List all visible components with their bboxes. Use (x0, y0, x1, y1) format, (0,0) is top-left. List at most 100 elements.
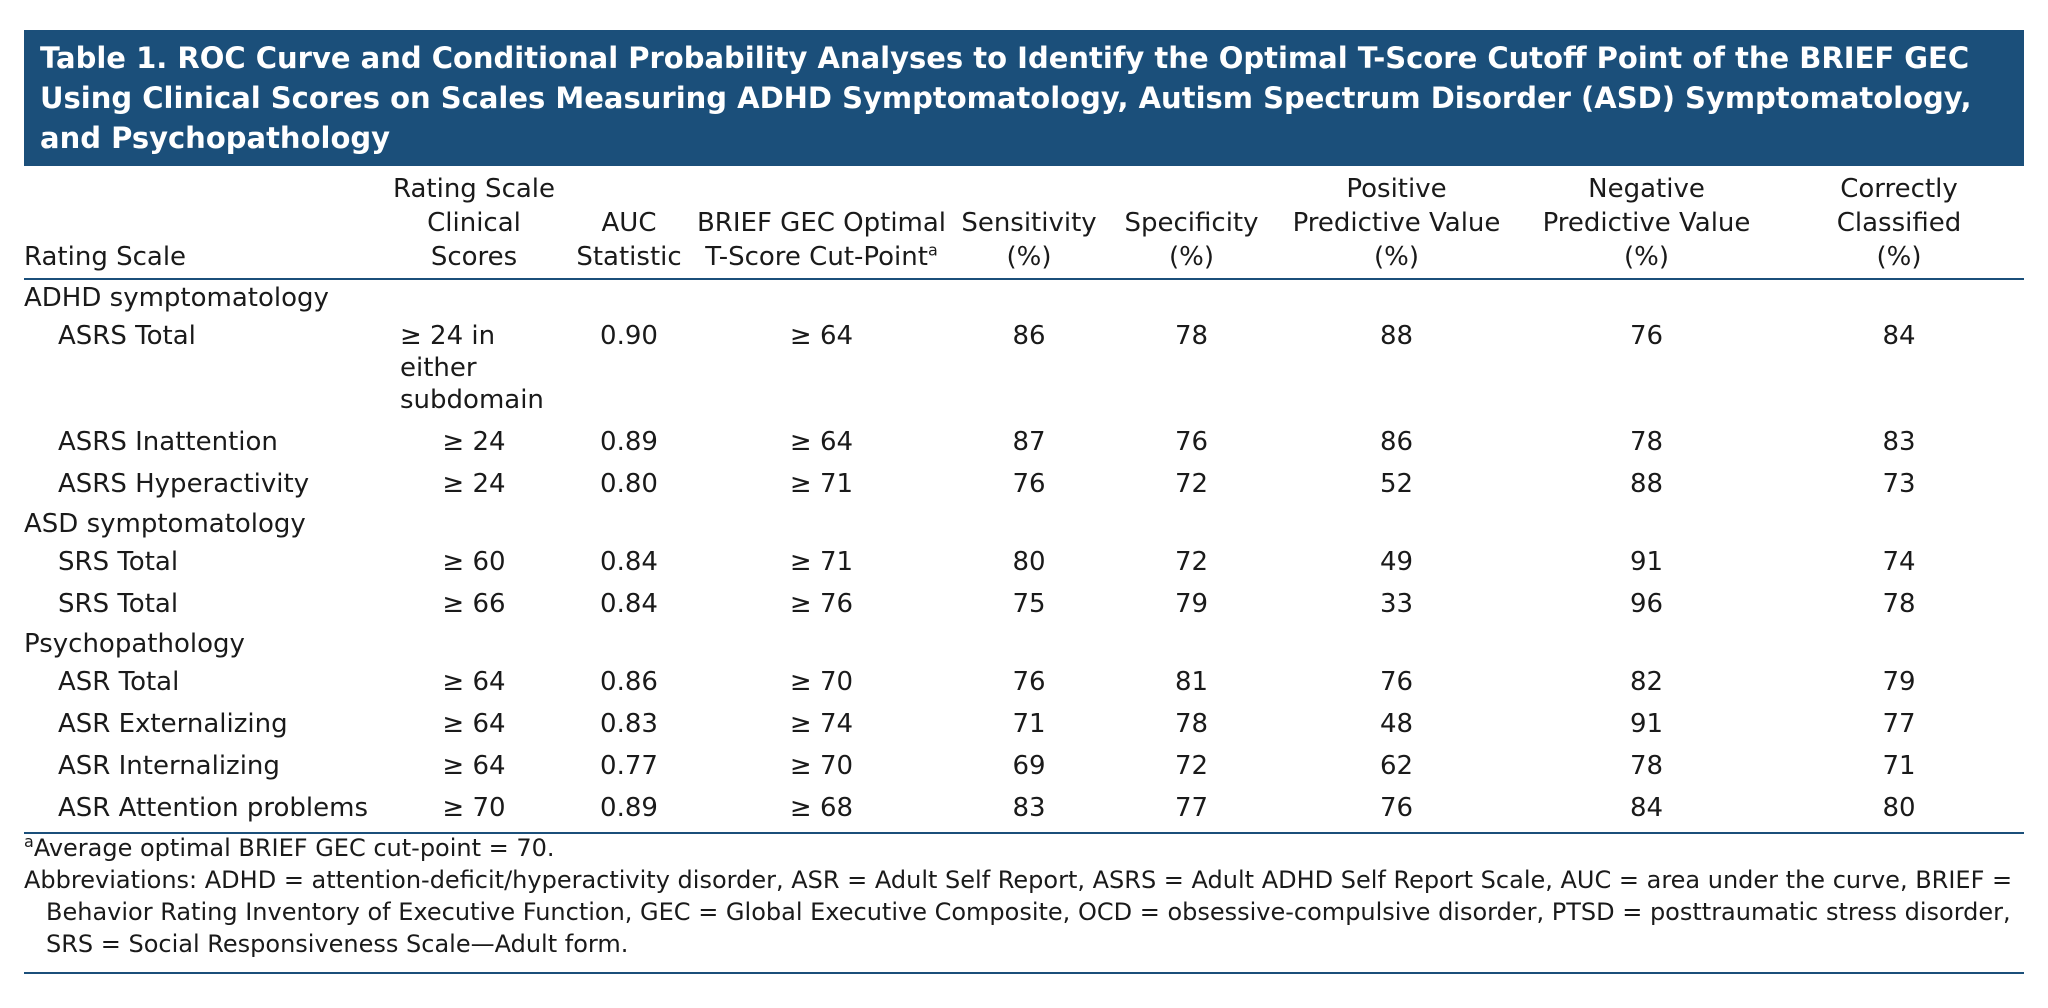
cell-ppv: 76 (1379, 667, 1414, 697)
cell-correct: 84 (1882, 321, 1916, 351)
cell-auc: 0.89 (564, 788, 694, 834)
cell-clinical: ≥ 64 (442, 667, 506, 697)
table-row: ASRS Inattention ≥ 24 0.89 ≥ 64 87 76 86… (24, 422, 2024, 464)
cell-sens: 83 (949, 788, 1109, 834)
header-cut-point-line1: BRIEF GEC Optimal (696, 208, 947, 238)
cell-correct: 73 (1882, 469, 1916, 499)
cell-npv: 82 (1629, 667, 1664, 697)
header-cut-point-line2: T-Score Cut-Point (705, 242, 928, 272)
cell-spec: 78 (1174, 709, 1209, 739)
cell-correct: 79 (1882, 667, 1916, 697)
cell-sens: 76 (1012, 469, 1046, 499)
header-npv: Negative Predictive Value (%) (1519, 166, 1774, 280)
cell-clinical: ≥ 24 (442, 469, 506, 499)
header-auc: AUC Statistic (564, 166, 694, 280)
section-row: ADHD symptomatology (24, 279, 2024, 316)
cell-spec: 72 (1174, 469, 1209, 499)
header-correct-line1: Correctly (1840, 174, 1958, 204)
cell-scale: ASR Attention problems (24, 788, 384, 834)
cell-ppv: 52 (1379, 469, 1414, 499)
abbreviations-note: Abbreviations: ADHD = attention-deficit/… (24, 866, 2013, 958)
header-ppv-line3: (%) (1374, 242, 1419, 272)
cell-cut: ≥ 74 (789, 709, 854, 739)
section-label: ADHD symptomatology (24, 283, 329, 313)
cell-cut: ≥ 71 (789, 469, 854, 499)
cell-npv: 91 (1629, 709, 1664, 739)
cell-spec: 72 (1174, 751, 1209, 781)
cell-sens: 69 (1012, 751, 1046, 781)
table-row: ASRS Hyperactivity ≥ 24 0.80 ≥ 71 76 72 … (24, 464, 2024, 506)
cell-auc: 0.83 (600, 709, 658, 739)
cell-clinical: ≥ 24 in either subdomain (400, 321, 544, 415)
cell-clinical: ≥ 60 (442, 547, 506, 577)
cell-correct: 71 (1882, 751, 1916, 781)
cell-scale: SRS Total (58, 589, 179, 619)
cell-ppv: 62 (1379, 751, 1414, 781)
cell-ppv: 48 (1379, 709, 1414, 739)
cell-auc: 0.84 (600, 589, 658, 619)
cell-auc: 0.90 (600, 321, 658, 351)
header-clinical-scores-line2: Clinical Scores (427, 208, 521, 272)
cell-scale: ASRS Inattention (58, 427, 278, 457)
header-auc-line1: AUC (601, 208, 657, 238)
section-row: Psychopathology (24, 626, 2024, 662)
table-row: SRS Total ≥ 60 0.84 ≥ 71 80 72 49 91 74 (24, 542, 2024, 584)
cell-sens: 75 (1012, 589, 1046, 619)
header-npv-line3: (%) (1624, 242, 1669, 272)
header-auc-line2: Statistic (576, 242, 682, 272)
section-label: Psychopathology (24, 629, 245, 659)
header-ppv: Positive Predictive Value (%) (1274, 166, 1519, 280)
header-cut-point: BRIEF GEC Optimal T-Score Cut-Pointa (694, 166, 949, 280)
cell-auc: 0.80 (600, 469, 658, 499)
header-correct-line2: Classified (1836, 208, 1962, 238)
cell-clinical: ≥ 64 (442, 709, 506, 739)
table-notes: aAverage optimal BRIEF GEC cut-point = 7… (24, 832, 2024, 974)
cell-cut: ≥ 71 (789, 547, 854, 577)
header-rating-scale: Rating Scale (24, 166, 384, 280)
cell-cut: ≥ 64 (789, 321, 854, 351)
cell-clinical: ≥ 24 (442, 427, 506, 457)
section-label: ASD symptomatology (24, 509, 306, 539)
cell-correct: 78 (1882, 589, 1916, 619)
cell-npv: 76 (1629, 321, 1664, 351)
cell-npv: 88 (1629, 469, 1664, 499)
header-npv-line1: Negative (1588, 174, 1705, 204)
cell-ppv: 33 (1379, 589, 1414, 619)
cell-sens: 76 (1012, 667, 1046, 697)
cell-cut: ≥ 76 (789, 589, 854, 619)
header-sensitivity-line1: Sensitivity (961, 208, 1097, 238)
section-row: ASD symptomatology (24, 506, 2024, 542)
header-specificity-line1: Specificity (1124, 208, 1259, 238)
cell-clinical: ≥ 64 (442, 751, 506, 781)
cell-npv: 78 (1629, 751, 1664, 781)
table-row: ASR Attention problems ≥ 70 0.89 ≥ 68 83… (24, 788, 2024, 834)
table-header: Rating Scale Rating Scale Clinical Score… (24, 166, 2024, 280)
cell-cut: ≥ 68 (694, 788, 949, 834)
cell-cut: ≥ 64 (789, 427, 854, 457)
header-correct-line3: (%) (1876, 242, 1922, 272)
footnote-a: aAverage optimal BRIEF GEC cut-point = 7… (24, 832, 2024, 864)
table-row: ASR Total ≥ 64 0.86 ≥ 70 76 81 76 82 79 (24, 662, 2024, 704)
cell-ppv: 86 (1379, 427, 1414, 457)
cell-scale: ASRS Hyperactivity (58, 469, 310, 499)
header-npv-line2: Predictive Value (1542, 208, 1751, 238)
cell-scale: ASR Internalizing (58, 751, 280, 781)
footnote-a-marker: a (24, 832, 34, 851)
header-ppv-line2: Predictive Value (1292, 208, 1501, 238)
cell-scale: ASR Externalizing (58, 709, 288, 739)
header-sensitivity: Sensitivity (%) (949, 166, 1109, 280)
cell-cut: ≥ 70 (789, 751, 854, 781)
cell-clinical: ≥ 66 (442, 589, 506, 619)
table-row: SRS Total ≥ 66 0.84 ≥ 76 75 79 33 96 78 (24, 584, 2024, 626)
table-body: ADHD symptomatology ASRS Total ≥ 24 in e… (24, 279, 2024, 834)
results-table: Rating Scale Rating Scale Clinical Score… (24, 166, 2024, 834)
cell-auc: 0.84 (600, 547, 658, 577)
table-title: Table 1. ROC Curve and Conditional Proba… (24, 30, 2024, 166)
cell-npv: 91 (1629, 547, 1664, 577)
header-specificity: Specificity (%) (1109, 166, 1274, 280)
cell-clinical: ≥ 70 (384, 788, 564, 834)
cell-scale: SRS Total (58, 547, 179, 577)
cell-sens: 80 (1012, 547, 1046, 577)
cell-spec: 77 (1109, 788, 1274, 834)
header-row: Rating Scale Rating Scale Clinical Score… (24, 166, 2024, 280)
